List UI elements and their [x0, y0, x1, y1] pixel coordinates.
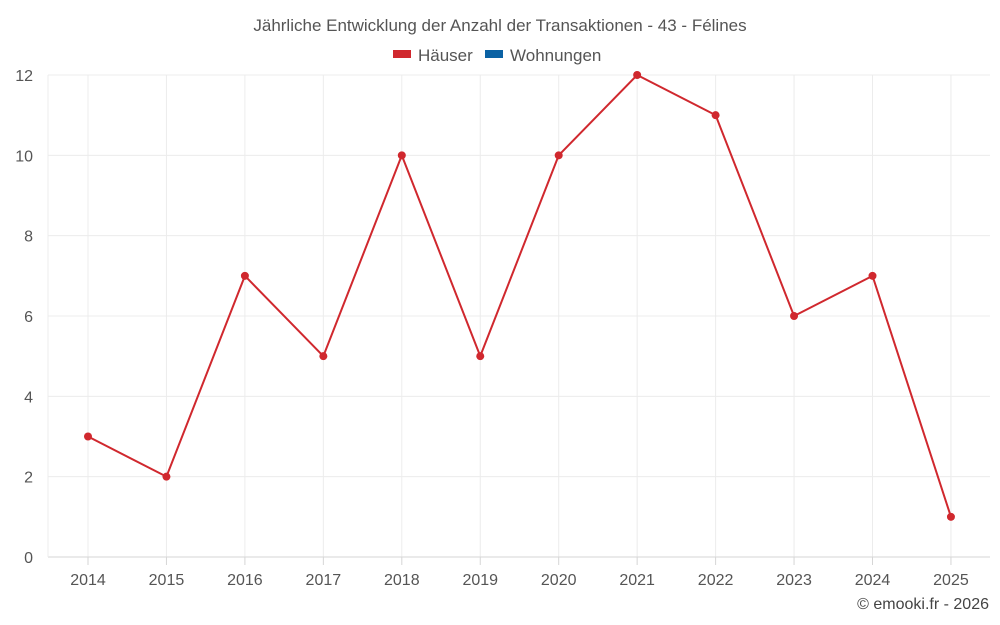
grid	[48, 74, 990, 557]
y-tick-label: 2	[24, 470, 33, 487]
y-tick-label: 8	[24, 229, 33, 246]
legend-label-wohnungen[interactable]: Wohnungen	[510, 46, 601, 65]
axes: 0 2 4 6 8 10 12 2014 2015 2016 2017 2018 2019 2020 202…	[15, 68, 990, 589]
legend-label-haeuser[interactable]: Häuser	[418, 46, 473, 65]
data-point[interactable]	[84, 432, 92, 441]
y-tick-label: 10	[15, 148, 33, 165]
x-tick-label: 2025	[933, 572, 969, 589]
data-point[interactable]	[476, 352, 485, 361]
data-point[interactable]	[554, 151, 563, 160]
x-tick-label: 2016	[227, 572, 263, 589]
data-point[interactable]	[868, 271, 877, 280]
x-tick-label: 2018	[384, 572, 420, 589]
y-tick-label: 6	[24, 309, 33, 326]
x-tick-label: 2019	[462, 572, 498, 589]
x-tick-label: 2021	[619, 572, 655, 589]
x-tick-label: 2024	[855, 572, 891, 589]
data-point[interactable]	[397, 151, 406, 160]
y-tick-label: 0	[24, 550, 33, 567]
y-tick-label: 12	[15, 68, 33, 85]
data-point[interactable]	[633, 71, 642, 79]
x-tick-label: 2023	[776, 572, 812, 589]
series	[84, 71, 955, 521]
y-tick-label: 4	[24, 389, 33, 406]
x-tick-label: 2015	[149, 572, 185, 589]
x-tick-label: 2017	[306, 572, 342, 589]
legend-swatch-haeuser	[393, 50, 411, 58]
x-tick-label: 2020	[541, 572, 577, 589]
data-point[interactable]	[790, 312, 799, 320]
data-point[interactable]	[319, 352, 328, 361]
x-tick-label: 2022	[698, 572, 734, 589]
legend: Häuser Wohnungen	[393, 46, 601, 65]
series-line-0	[87, 74, 952, 518]
x-tick-label: 2014	[70, 572, 106, 589]
legend-swatch-wohnungen	[485, 50, 503, 58]
data-point[interactable]	[711, 111, 720, 120]
credit-text: © emooki.fr - 2026	[857, 596, 989, 613]
data-point[interactable]	[240, 271, 249, 280]
data-point[interactable]	[946, 512, 955, 521]
data-point[interactable]	[162, 472, 171, 481]
chart-title: Jährliche Entwicklung der Anzahl der Tra…	[253, 16, 746, 35]
